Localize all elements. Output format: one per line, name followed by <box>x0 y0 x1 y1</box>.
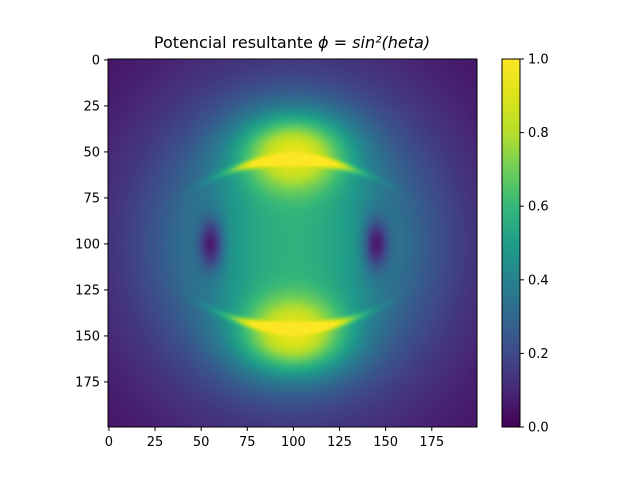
y-tick-label: 75 <box>83 191 100 206</box>
chart-title: Potencial resultante ϕ = sin²(heta) <box>154 33 430 52</box>
x-tick-label: 125 <box>327 435 352 450</box>
heatmap-plot-area <box>107 58 478 428</box>
y-tick-label: 150 <box>75 329 100 344</box>
title-math: ϕ = sin²(heta) <box>318 33 430 52</box>
x-tick-label: 175 <box>419 435 444 450</box>
y-tick-label: 125 <box>75 283 100 298</box>
colorbar <box>501 58 521 428</box>
colorbar-tick-label: 0.6 <box>528 200 549 215</box>
y-tick-label: 100 <box>75 237 100 252</box>
colorbar-gradient <box>501 58 521 428</box>
title-text: Potencial resultante <box>154 33 318 52</box>
x-tick-label: 0 <box>105 435 113 450</box>
colorbar-tick-label: 0.4 <box>528 273 549 288</box>
x-tick-label: 75 <box>239 435 256 450</box>
x-tick-label: 50 <box>193 435 210 450</box>
colorbar-tick-label: 0.8 <box>528 126 549 141</box>
x-axis-ticks: 0 25 50 75 100 125 150 175 <box>105 427 444 450</box>
y-axis-ticks: 0 25 50 75 100 125 150 175 <box>75 53 108 390</box>
x-tick-label: 25 <box>147 435 164 450</box>
plot-frame <box>107 58 478 428</box>
colorbar-tick-label: 0.0 <box>528 421 549 436</box>
heatmap-image <box>108 59 477 427</box>
colorbar-tick-label: 1.0 <box>528 53 549 68</box>
y-tick-label: 175 <box>75 375 100 390</box>
colorbar-ticks: 0.0 0.2 0.4 0.6 0.8 1.0 <box>520 53 549 436</box>
y-tick-label: 50 <box>83 145 100 160</box>
x-tick-label: 150 <box>373 435 398 450</box>
colorbar-tick-label: 0.2 <box>528 347 549 362</box>
x-tick-label: 100 <box>281 435 306 450</box>
y-tick-label: 0 <box>92 53 100 68</box>
y-tick-label: 25 <box>83 99 100 114</box>
